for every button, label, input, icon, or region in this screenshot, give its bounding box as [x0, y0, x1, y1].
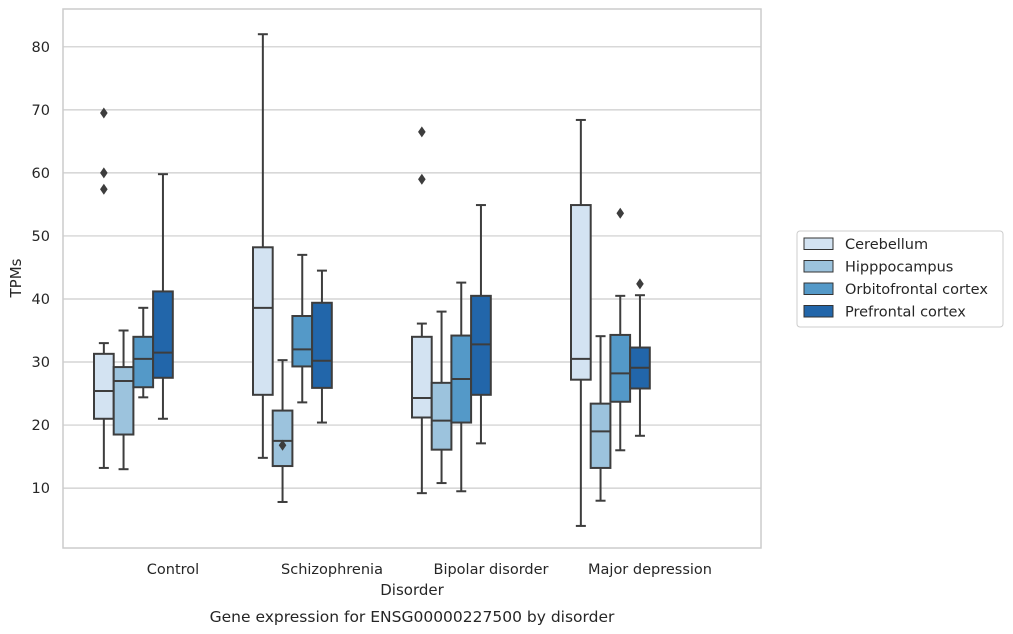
box-hipppocampus	[271, 359, 294, 503]
y-tick-label: 10	[32, 481, 50, 497]
box-body	[252, 246, 274, 396]
plot-frame	[62, 8, 762, 549]
outlier-point	[616, 207, 625, 219]
legend-swatch	[803, 260, 834, 273]
box-orbitofrontal-cortex	[132, 306, 155, 399]
box-body	[411, 335, 433, 419]
y-tick-label: 70	[32, 103, 50, 119]
box-prefrontal-cortex	[470, 204, 492, 445]
x-tick-label: Major depression	[588, 562, 712, 578]
legend-label: Hipppocampus	[845, 260, 953, 276]
box-cerebellum	[252, 33, 274, 459]
box-body	[152, 290, 174, 379]
legend-label: Prefrontal cortex	[845, 305, 966, 321]
y-tick-label: 80	[32, 40, 50, 56]
y-tick-label: 50	[32, 229, 50, 245]
y-tick-label: 20	[32, 418, 50, 434]
box-body	[430, 381, 453, 451]
outlier-point	[100, 167, 108, 179]
gridlines	[63, 46, 761, 489]
box-orbitofrontal-cortex	[450, 281, 473, 493]
x-tick-label: Control	[147, 562, 199, 578]
box-hipppocampus	[112, 329, 135, 471]
chart-caption: Gene expression for ENSG00000227500 by d…	[210, 608, 615, 626]
box-prefrontal-cortex	[629, 278, 651, 437]
legend-swatch	[803, 282, 834, 295]
x-tick-label: Schizophrenia	[281, 562, 383, 578]
outlier-point	[100, 183, 108, 195]
legend-label: Orbitofrontal cortex	[845, 282, 988, 298]
box-hipppocampus	[430, 310, 453, 485]
outlier-point	[636, 278, 644, 290]
box-body	[570, 204, 592, 381]
legend-swatch	[803, 305, 834, 318]
x-tick-labels: Control Schizophrenia Bipolar disorder Majo…	[147, 562, 712, 578]
y-tick-label: 60	[32, 166, 50, 182]
legend-frame	[796, 230, 1004, 328]
box-prefrontal-cortex	[311, 269, 333, 424]
box-body	[291, 315, 314, 368]
x-tick-label: Bipolar disorder	[434, 562, 549, 578]
y-tick-label: 30	[32, 355, 50, 371]
outlier-point	[418, 173, 426, 185]
outlier-point	[418, 126, 426, 138]
box-series-layer	[93, 33, 651, 527]
box-body	[112, 366, 135, 436]
legend-label: Cerebellum	[845, 237, 928, 253]
box-body	[132, 335, 155, 389]
box-cerebellum	[93, 107, 115, 469]
y-axis-label: TPMs	[7, 258, 25, 298]
y-tick-labels: 10 20 30 40 50 60 70 80	[32, 40, 50, 497]
x-axis-label: Disorder	[380, 581, 444, 599]
box-body	[311, 301, 333, 389]
box-hipppocampus	[589, 335, 612, 502]
outlier-point	[100, 107, 108, 119]
box-prefrontal-cortex	[152, 173, 174, 420]
outlier-point	[278, 439, 287, 451]
box-body	[271, 409, 294, 468]
y-tick-label: 40	[32, 292, 50, 308]
box-body	[93, 352, 115, 420]
box-cerebellum	[411, 126, 433, 495]
box-body	[589, 402, 612, 469]
legend: Cerebellum Hipppocampus Orbitofrontal cort…	[796, 230, 1004, 328]
legend-swatch	[803, 237, 834, 250]
box-body	[609, 333, 632, 403]
box-orbitofrontal-cortex	[291, 253, 314, 404]
box-cerebellum	[570, 118, 592, 527]
box-orbitofrontal-cortex	[609, 207, 632, 452]
